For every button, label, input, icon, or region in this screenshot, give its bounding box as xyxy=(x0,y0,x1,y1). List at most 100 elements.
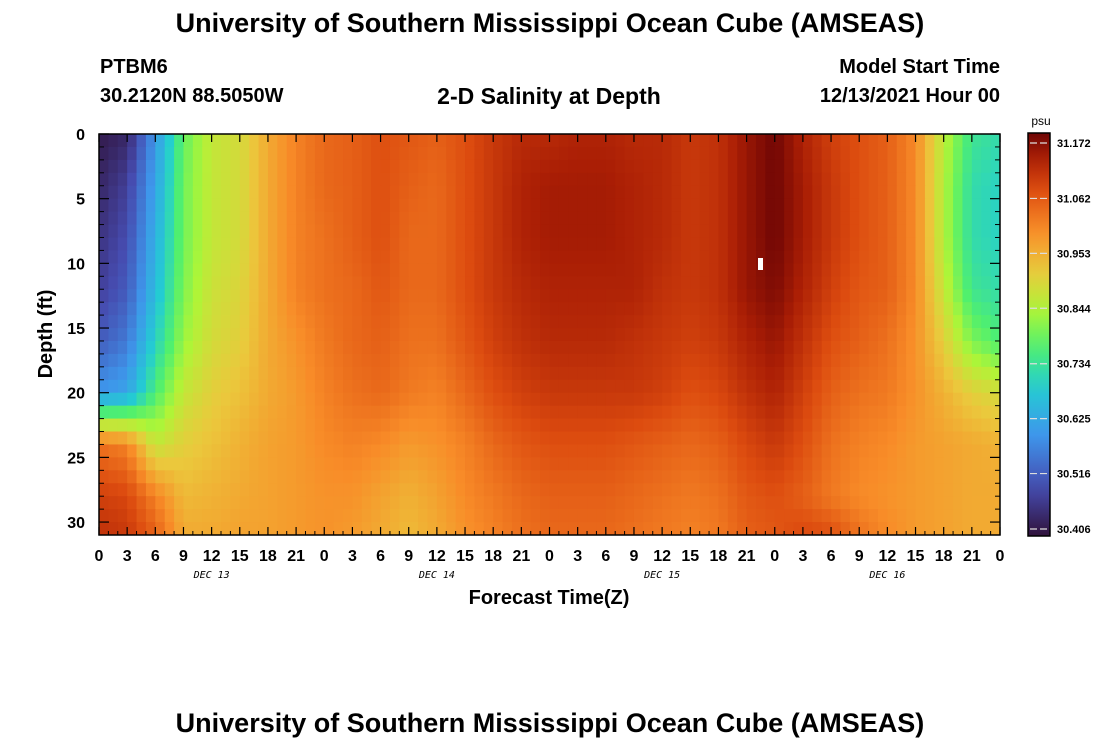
heatmap-cell xyxy=(183,405,194,420)
heatmap-cell xyxy=(155,431,166,446)
heatmap-cell xyxy=(202,522,213,535)
heatmap-cell xyxy=(624,457,635,471)
heatmap-cell xyxy=(821,366,832,381)
heatmap-cell xyxy=(145,431,156,446)
heatmap-cell xyxy=(596,392,607,407)
heatmap-cell xyxy=(699,315,710,329)
heatmap-cell xyxy=(389,276,400,290)
heatmap-cell xyxy=(239,457,250,471)
heatmap-cell xyxy=(727,418,738,433)
heatmap-cell xyxy=(615,444,626,458)
heatmap-cell xyxy=(249,172,260,187)
heatmap-cell xyxy=(896,522,907,535)
heatmap-cell xyxy=(361,211,372,226)
heatmap-cell xyxy=(831,172,842,187)
heatmap-cell xyxy=(549,250,560,264)
heatmap-cell xyxy=(408,276,419,290)
heatmap-cell xyxy=(596,444,607,458)
heatmap-cell xyxy=(324,172,335,187)
heatmap-cell xyxy=(587,198,598,213)
heatmap-cell xyxy=(793,224,804,239)
heatmap-cell xyxy=(174,379,185,394)
heatmap-cell xyxy=(943,470,954,484)
heatmap-cell xyxy=(558,198,569,213)
heatmap-cell xyxy=(277,263,288,277)
heatmap-cell xyxy=(249,134,260,148)
heatmap-cell xyxy=(943,483,954,497)
heatmap-cell xyxy=(971,431,982,446)
heatmap-cell xyxy=(333,224,344,239)
heatmap-cell xyxy=(709,496,720,510)
heatmap-cell xyxy=(183,159,194,174)
heatmap-cell xyxy=(812,146,823,161)
heatmap-cell xyxy=(568,146,579,161)
heatmap-cell xyxy=(474,340,485,355)
heatmap-cell xyxy=(314,522,325,535)
heatmap-cell xyxy=(831,392,842,407)
heatmap-cell xyxy=(577,315,588,329)
heatmap-cell xyxy=(624,353,635,368)
heatmap-cell xyxy=(596,211,607,226)
heatmap-cell xyxy=(117,340,128,355)
heatmap-cell xyxy=(605,522,616,535)
heatmap-cell xyxy=(915,457,926,471)
heatmap-cell xyxy=(352,185,363,200)
heatmap-cell xyxy=(709,379,720,394)
heatmap-cell xyxy=(943,315,954,329)
heatmap-cell xyxy=(558,392,569,407)
heatmap-cell xyxy=(934,522,945,535)
heatmap-cell xyxy=(615,198,626,213)
heatmap-cell xyxy=(868,263,879,277)
heatmap-cell xyxy=(117,418,128,433)
heatmap-cell xyxy=(962,340,973,355)
heatmap-cell xyxy=(99,483,109,497)
heatmap-cell xyxy=(643,328,654,342)
heatmap-cell xyxy=(577,457,588,471)
heatmap-cell xyxy=(746,134,757,148)
heatmap-cell xyxy=(361,198,372,213)
heatmap-cell xyxy=(737,146,748,161)
heatmap-cell xyxy=(408,146,419,161)
heatmap-cell xyxy=(493,509,504,523)
heatmap-cell xyxy=(108,146,119,161)
heatmap-cell xyxy=(587,496,598,510)
heatmap-cell xyxy=(831,146,842,161)
heatmap-cell xyxy=(108,276,119,290)
heatmap-cell xyxy=(296,418,307,433)
heatmap-cell xyxy=(624,392,635,407)
heatmap-cell xyxy=(924,509,935,523)
heatmap-cell xyxy=(633,159,644,174)
heatmap-cell xyxy=(155,211,166,226)
heatmap-cell xyxy=(530,198,541,213)
heatmap-cell xyxy=(324,211,335,226)
heatmap-cell xyxy=(831,315,842,329)
heatmap-cell xyxy=(568,211,579,226)
heatmap-cell xyxy=(474,198,485,213)
heatmap-cell xyxy=(389,405,400,420)
heatmap-cell xyxy=(549,496,560,510)
heatmap-cell xyxy=(117,457,128,471)
heatmap-cell xyxy=(258,431,269,446)
heatmap-cell xyxy=(99,146,109,161)
heatmap-cell xyxy=(906,289,917,303)
heatmap-cell xyxy=(755,340,766,355)
heatmap-cell xyxy=(352,470,363,484)
heatmap-cell xyxy=(465,250,476,264)
heatmap-cell xyxy=(953,185,964,200)
heatmap-cell xyxy=(314,198,325,213)
heatmap-cell xyxy=(868,237,879,252)
heatmap-cell xyxy=(136,250,147,264)
heatmap-cells xyxy=(99,134,1000,535)
heatmap-cell xyxy=(108,263,119,277)
heatmap-cell xyxy=(502,418,513,433)
heatmap-cell xyxy=(277,159,288,174)
heatmap-cell xyxy=(361,366,372,381)
heatmap-cell xyxy=(465,159,476,174)
heatmap-cell xyxy=(239,444,250,458)
heatmap-cell xyxy=(662,263,673,277)
heatmap-cell xyxy=(493,276,504,290)
heatmap-cell xyxy=(831,496,842,510)
heatmap-cell xyxy=(849,276,860,290)
heatmap-cell xyxy=(981,470,992,484)
heatmap-cell xyxy=(145,172,156,187)
